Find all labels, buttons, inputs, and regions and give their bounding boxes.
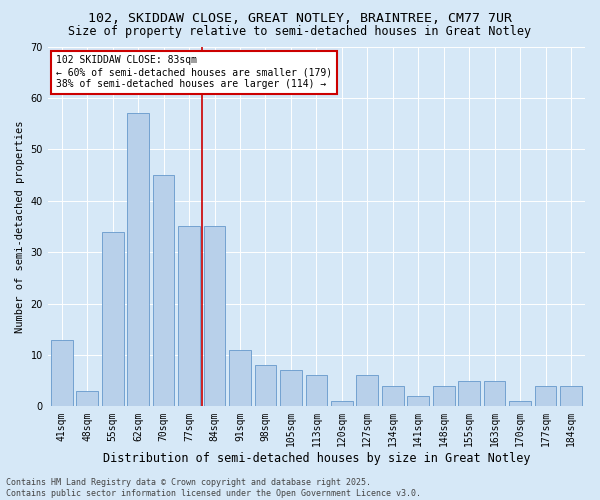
Bar [535, 386, 556, 406]
Bar [280, 370, 302, 406]
X-axis label: Distribution of semi-detached houses by size in Great Notley: Distribution of semi-detached houses by … [103, 452, 530, 465]
Bar [204, 226, 226, 406]
Bar [153, 175, 175, 406]
Bar [382, 386, 404, 406]
Bar [254, 365, 276, 406]
Bar [484, 380, 505, 406]
Bar [458, 380, 480, 406]
Bar [178, 226, 200, 406]
Y-axis label: Number of semi-detached properties: Number of semi-detached properties [15, 120, 25, 332]
Text: 102 SKIDDAW CLOSE: 83sqm
← 60% of semi-detached houses are smaller (179)
38% of : 102 SKIDDAW CLOSE: 83sqm ← 60% of semi-d… [56, 56, 332, 88]
Bar [433, 386, 455, 406]
Bar [127, 114, 149, 406]
Bar [407, 396, 429, 406]
Text: Contains HM Land Registry data © Crown copyright and database right 2025.
Contai: Contains HM Land Registry data © Crown c… [6, 478, 421, 498]
Bar [76, 391, 98, 406]
Bar [229, 350, 251, 406]
Bar [102, 232, 124, 406]
Bar [305, 376, 327, 406]
Text: 102, SKIDDAW CLOSE, GREAT NOTLEY, BRAINTREE, CM77 7UR: 102, SKIDDAW CLOSE, GREAT NOTLEY, BRAINT… [88, 12, 512, 26]
Bar [560, 386, 582, 406]
Text: Size of property relative to semi-detached houses in Great Notley: Size of property relative to semi-detach… [68, 25, 532, 38]
Bar [51, 340, 73, 406]
Bar [356, 376, 378, 406]
Bar [509, 401, 531, 406]
Bar [331, 401, 353, 406]
